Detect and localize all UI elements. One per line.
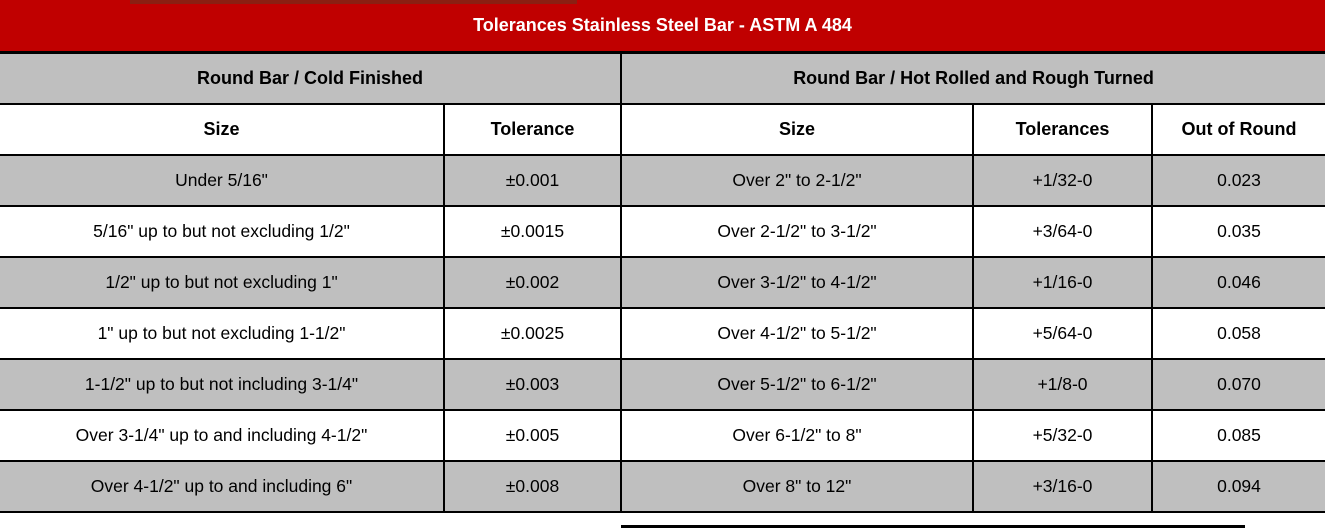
size-cell: Over 5-1/2" to 6-1/2"	[620, 358, 974, 411]
size-cell: 1" up to but not excluding 1-1/2"	[0, 307, 445, 360]
out-of-round-cell: 0.070	[1150, 358, 1325, 411]
tolerance-cell: ±0.001	[443, 154, 622, 207]
table-row: Over 3-1/4" up to and including 4-1/2" ±…	[0, 409, 1325, 462]
section-title-cold-finished: Round Bar / Cold Finished	[0, 51, 622, 105]
size-cell: Over 8" to 12"	[620, 460, 974, 513]
tolerance-cell: +1/32-0	[972, 154, 1153, 207]
size-cell: Over 2" to 2-1/2"	[620, 154, 974, 207]
tolerance-cell: +1/8-0	[972, 358, 1153, 411]
section-title-hot-rolled: Round Bar / Hot Rolled and Rough Turned	[619, 51, 1325, 105]
out-of-round-cell: 0.023	[1150, 154, 1325, 207]
size-cell: Over 3-1/2" to 4-1/2"	[620, 256, 974, 309]
size-cell: 1/2" up to but not excluding 1"	[0, 256, 445, 309]
table-row: 1" up to but not excluding 1-1/2" ±0.002…	[0, 307, 1325, 360]
column-header-left-size: Size	[0, 103, 445, 156]
size-cell: Over 2-1/2" to 3-1/2"	[620, 205, 974, 258]
size-cell: Under 5/16"	[0, 154, 445, 207]
table-row: Over 4-1/2" up to and including 6" ±0.00…	[0, 460, 1325, 513]
tolerance-cell: +3/16-0	[972, 460, 1153, 513]
table-row: 1/2" up to but not excluding 1" ±0.002 O…	[0, 256, 1325, 309]
out-of-round-cell: 0.094	[1150, 460, 1325, 513]
size-cell: Over 4-1/2" to 5-1/2"	[620, 307, 974, 360]
tolerance-cell: +3/64-0	[972, 205, 1153, 258]
out-of-round-cell: 0.058	[1150, 307, 1325, 360]
column-header-row: Size Tolerance Size Tolerances Out of Ro…	[0, 103, 1325, 156]
tolerance-cell: +5/32-0	[972, 409, 1153, 462]
out-of-round-cell: 0.046	[1150, 256, 1325, 309]
column-header-out-of-round: Out of Round	[1150, 103, 1325, 156]
tolerances-table: Tolerances Stainless Steel Bar - ASTM A …	[0, 0, 1325, 513]
size-cell: 5/16" up to but not excluding 1/2"	[0, 205, 445, 258]
tolerance-cell: +1/16-0	[972, 256, 1153, 309]
column-header-right-tolerances: Tolerances	[972, 103, 1153, 156]
tolerance-cell: ±0.002	[443, 256, 622, 309]
out-of-round-cell: 0.085	[1150, 409, 1325, 462]
table-row: 1-1/2" up to but not including 3-1/4" ±0…	[0, 358, 1325, 411]
tolerance-cell: ±0.003	[443, 358, 622, 411]
size-cell: Over 3-1/4" up to and including 4-1/2"	[0, 409, 445, 462]
table-title-row: Tolerances Stainless Steel Bar - ASTM A …	[0, 0, 1325, 54]
tolerance-cell: ±0.008	[443, 460, 622, 513]
table-row: 5/16" up to but not excluding 1/2" ±0.00…	[0, 205, 1325, 258]
tolerance-cell: +5/64-0	[972, 307, 1153, 360]
tolerance-cell: ±0.0015	[443, 205, 622, 258]
column-header-right-size: Size	[620, 103, 974, 156]
tolerance-cell: ±0.005	[443, 409, 622, 462]
tolerance-cell: ±0.0025	[443, 307, 622, 360]
column-header-left-tolerance: Tolerance	[443, 103, 622, 156]
out-of-round-cell: 0.035	[1150, 205, 1325, 258]
size-cell: Over 4-1/2" up to and including 6"	[0, 460, 445, 513]
section-header-row: Round Bar / Cold Finished Round Bar / Ho…	[0, 51, 1325, 105]
size-cell: 1-1/2" up to but not including 3-1/4"	[0, 358, 445, 411]
table-row: Under 5/16" ±0.001 Over 2" to 2-1/2" +1/…	[0, 154, 1325, 207]
size-cell: Over 6-1/2" to 8"	[620, 409, 974, 462]
page-title: Tolerances Stainless Steel Bar - ASTM A …	[0, 0, 1325, 54]
